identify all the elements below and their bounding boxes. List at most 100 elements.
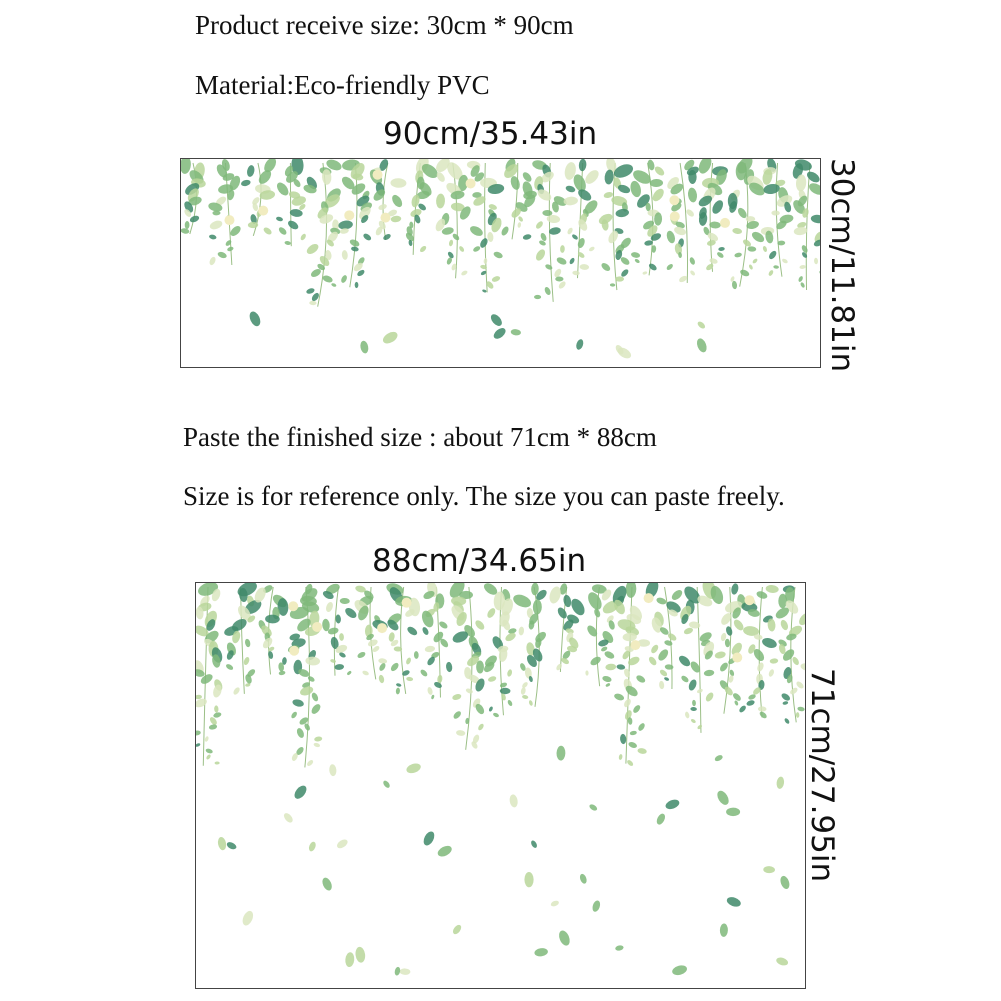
leaf <box>341 250 348 260</box>
leaf <box>621 269 629 277</box>
leaf <box>753 687 761 695</box>
leaf <box>684 586 701 604</box>
leaf <box>289 209 303 217</box>
flower-bud <box>258 205 269 216</box>
leaf <box>751 231 765 243</box>
leaf <box>378 674 385 684</box>
leaf <box>326 601 333 613</box>
leaf <box>793 200 806 214</box>
leaf <box>475 703 485 715</box>
leaf <box>357 269 365 277</box>
leaf <box>511 208 521 218</box>
leaf <box>216 164 228 178</box>
leaf <box>666 230 676 244</box>
leaf <box>306 243 319 255</box>
leaf <box>423 831 435 846</box>
leaf <box>591 584 607 594</box>
leaf <box>534 294 542 300</box>
leaf <box>216 196 227 206</box>
leaf <box>406 676 414 682</box>
leaf <box>528 620 535 630</box>
leaf <box>540 232 547 242</box>
reference-note-text: Size is for reference only. The size you… <box>183 481 785 511</box>
leaf <box>268 646 275 652</box>
leaf <box>604 651 615 659</box>
leaf <box>299 203 306 211</box>
leaf <box>245 638 251 648</box>
vine-stem <box>484 162 488 293</box>
leaf <box>814 257 819 265</box>
leaf <box>409 221 414 229</box>
leaf <box>297 618 311 632</box>
flower-bud <box>669 211 680 222</box>
leaf <box>561 657 570 665</box>
leaf <box>631 252 641 258</box>
leaf <box>719 923 728 937</box>
leaf <box>326 159 342 171</box>
leaf <box>757 662 764 672</box>
leaf <box>436 159 450 173</box>
leaf <box>790 687 798 695</box>
leaf <box>678 251 682 259</box>
leaf <box>576 339 584 350</box>
leaf <box>714 755 723 762</box>
leaf <box>679 275 688 283</box>
leaf <box>784 718 790 724</box>
leaf <box>675 221 685 229</box>
leaf <box>204 736 209 742</box>
leaf <box>688 679 697 691</box>
leaf <box>648 263 657 271</box>
leaf <box>800 282 805 288</box>
leaf <box>569 637 579 649</box>
leaf <box>563 594 572 608</box>
leaf <box>456 730 466 736</box>
leaf <box>252 197 260 205</box>
leaf <box>184 221 190 229</box>
leaf <box>796 681 804 689</box>
leaf <box>483 583 498 595</box>
leaf <box>699 632 712 642</box>
leaf <box>209 220 223 230</box>
leaf <box>531 840 537 848</box>
leaf <box>705 692 714 702</box>
leaf <box>578 159 587 172</box>
leaf <box>622 650 630 660</box>
leaf <box>578 219 588 231</box>
leaf <box>278 662 284 672</box>
leaf <box>326 583 340 595</box>
leaf <box>254 587 266 603</box>
flower-bud <box>643 593 654 604</box>
leaf <box>402 670 410 676</box>
leaf <box>339 597 350 605</box>
leaf <box>532 599 542 615</box>
leaf <box>535 249 546 261</box>
leaf <box>452 694 462 700</box>
leaf <box>405 232 414 242</box>
leaf <box>322 275 333 283</box>
leaf <box>513 594 532 608</box>
leaf <box>528 675 533 683</box>
leaf <box>690 661 700 673</box>
leaf <box>467 655 480 667</box>
leaf <box>746 221 759 229</box>
vine-stem <box>775 162 783 277</box>
leaf <box>690 270 696 276</box>
leaf <box>788 625 803 637</box>
leaf <box>383 234 391 240</box>
leaf <box>451 263 457 271</box>
leaf <box>792 656 799 666</box>
leaf <box>452 924 462 935</box>
leaf <box>534 948 548 957</box>
leaf <box>518 216 523 222</box>
leaf <box>330 659 336 663</box>
leaf <box>522 172 532 182</box>
leaf <box>747 609 760 617</box>
leaf <box>767 618 776 632</box>
leaf <box>656 597 667 605</box>
leaf <box>473 196 486 206</box>
flower-bud <box>744 595 755 606</box>
flower-bud <box>669 195 680 206</box>
leaf <box>206 619 216 631</box>
leaf <box>734 252 742 258</box>
leaf <box>731 583 739 595</box>
